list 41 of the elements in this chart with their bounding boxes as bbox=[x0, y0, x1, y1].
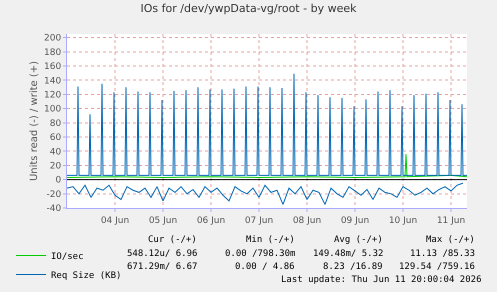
x-tick-label: 05 Jun bbox=[148, 216, 178, 226]
y-tick-label: 140 bbox=[44, 76, 62, 86]
y-tick-label: 160 bbox=[44, 62, 62, 72]
y-tick-label: 60 bbox=[50, 133, 62, 144]
y-tick-label: -20 bbox=[46, 190, 62, 200]
text: 548.12u/ 6.96 bbox=[127, 249, 198, 259]
text: 149.48m/ 5.32 bbox=[313, 249, 384, 259]
text: 129.54 /759.16 bbox=[399, 262, 475, 272]
x-tick-label: 10 Jun bbox=[388, 216, 418, 226]
text: 0.00 /798.30m bbox=[225, 249, 296, 259]
y-axis-title: Units read (-) / write (+) bbox=[29, 60, 40, 182]
text: Avg (-/+) bbox=[334, 235, 383, 245]
y-tick-label: 0 bbox=[55, 176, 62, 186]
legend-label: IO/sec bbox=[51, 252, 84, 262]
text: 11.13 /85.33 bbox=[410, 249, 476, 259]
x-tick-label: 06 Jun bbox=[196, 216, 226, 226]
chart-title: IOs for /dev/ywpData-vg/root - by week bbox=[140, 2, 358, 16]
text: Min (-/+) bbox=[246, 235, 295, 245]
x-tick-label: 04 Jun bbox=[100, 216, 130, 226]
y-tick-label: 100 bbox=[44, 104, 62, 115]
y-tick-label: 200 bbox=[44, 34, 62, 44]
line-series bbox=[67, 182, 464, 205]
x-tick-label: 07 Jun bbox=[244, 216, 274, 226]
text: Cur (-/+) bbox=[148, 235, 197, 245]
text: 671.29m/ 6.67 bbox=[127, 262, 198, 272]
y-tick-label: 80 bbox=[50, 118, 62, 129]
text: Last update: Thu Jun 11 20:00:04 2026 bbox=[281, 275, 482, 285]
text: 0.00 / 4.86 bbox=[235, 262, 295, 272]
x-tick-label: 09 Jun bbox=[340, 216, 370, 226]
y-tick-label: 120 bbox=[44, 90, 62, 101]
y-tick-label: -40 bbox=[46, 204, 62, 214]
x-tick-label: 11 Jun bbox=[436, 216, 466, 226]
text: 8.23 /16.89 bbox=[323, 262, 383, 272]
y-tick-label: 40 bbox=[50, 147, 62, 158]
y-tick-label: 180 bbox=[44, 48, 62, 58]
text: Max (-/+) bbox=[426, 235, 475, 245]
x-tick-label: 08 Jun bbox=[292, 216, 322, 226]
line-series bbox=[67, 154, 467, 178]
line-series bbox=[67, 73, 467, 176]
y-tick-label: 20 bbox=[50, 162, 62, 172]
legend-label: Req Size (KB) bbox=[51, 271, 122, 282]
